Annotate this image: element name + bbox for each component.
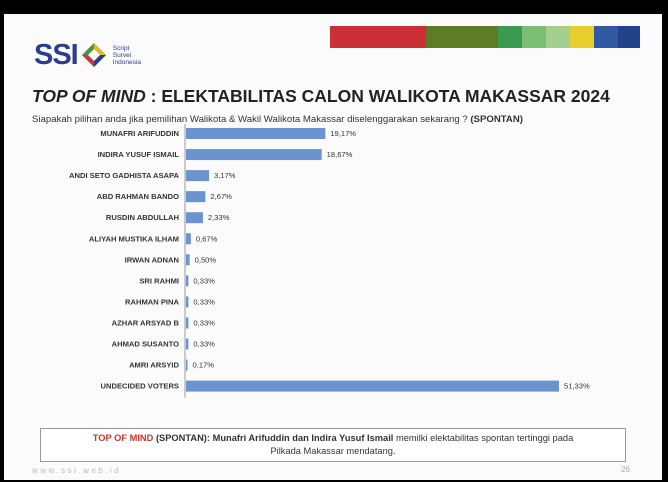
- color-strip-segment: [546, 26, 570, 48]
- note-label: TOP OF MIND: [92, 433, 154, 443]
- question-tag: (SPONTAN): [470, 114, 523, 125]
- logo-diamond-icon: [81, 43, 106, 67]
- footer-url: www.ssi.web.id: [32, 466, 122, 475]
- color-strip-segment: [498, 26, 522, 48]
- note-text: memilki elektabilitas spontan tertinggi …: [395, 433, 574, 443]
- title-rest: : ELEKTABILITAS CALON WALIKOTA MAKASSAR …: [150, 86, 610, 106]
- page-number: 26: [621, 465, 630, 474]
- bar: [186, 338, 189, 350]
- bar: [186, 212, 203, 224]
- value-label: 0,17%: [193, 361, 215, 370]
- bar: [186, 170, 210, 182]
- summary-note: TOP OF MIND (SPONTAN): Munafri Arifuddin…: [40, 428, 626, 462]
- logo-subtitle: Script Survei Indonesia: [113, 45, 153, 66]
- category-label: ABD RAHMAN BANDO: [97, 192, 179, 201]
- value-label: 18,67%: [327, 150, 353, 159]
- bar: [186, 254, 190, 266]
- color-strip-segment: [522, 26, 546, 48]
- ssi-logo: SSI Script Survei Indonesia: [34, 40, 153, 70]
- category-label: INDIRA YUSUF ISMAIL: [98, 150, 180, 159]
- category-label: AZHAR ARSYAD B: [112, 318, 180, 327]
- value-label: 0,33%: [193, 318, 215, 327]
- bar: [186, 128, 326, 139]
- bar: [186, 359, 188, 371]
- color-strip-segment: [618, 26, 640, 48]
- logo-sub-line: Indonesia: [112, 58, 141, 66]
- question-text: Siapakah pilihan anda jika pemilihan Wal…: [32, 114, 468, 125]
- bar: [186, 380, 559, 392]
- value-label: 0,33%: [193, 276, 215, 285]
- color-strip-segment: [330, 26, 426, 48]
- slide: SSI Script Survei Indonesia TOP OF MIND …: [4, 14, 662, 480]
- title-prefix: TOP OF MIND: [32, 86, 146, 106]
- value-label: 0,50%: [195, 255, 217, 264]
- category-label: ANDI SETO GADHISTA ASAPA: [69, 171, 179, 180]
- note-line-2: Pilkada Makassar mendatang.: [270, 446, 396, 456]
- color-strip-segment: [594, 26, 618, 48]
- bar: [186, 233, 191, 245]
- chart-question: Siapakah pilihan anda jika pemilihan Wal…: [32, 114, 523, 125]
- value-label: 0,33%: [193, 297, 215, 306]
- note-tag: (SPONTAN):: [155, 433, 210, 443]
- category-label: MUNAFRI ARIFUDDIN: [100, 129, 179, 138]
- chart-title: TOP OF MIND : ELEKTABILITAS CALON WALIKO…: [32, 86, 610, 107]
- color-strip-segment: [426, 26, 498, 48]
- logo-sub-line: Script: [112, 44, 130, 52]
- color-strip: [330, 26, 640, 48]
- value-label: 2,33%: [208, 213, 230, 222]
- bar: [186, 296, 189, 308]
- category-label: AHMAD SUSANTO: [112, 340, 179, 349]
- category-label: SRI RAHMI: [139, 276, 179, 285]
- note-line-1: TOP OF MIND (SPONTAN): Munafri Arifuddin…: [41, 432, 625, 445]
- category-label: ALIYAH MUSTIKA ILHAM: [89, 234, 179, 243]
- value-label: 2,67%: [210, 192, 232, 201]
- color-strip-segment: [570, 26, 594, 48]
- bar: [186, 149, 322, 161]
- category-label: RAHMAN PINA: [125, 297, 180, 306]
- category-label: UNDECIDED VOTERS: [101, 382, 179, 391]
- value-label: 3,17%: [214, 171, 236, 180]
- category-label: AMRI ARSYID: [129, 361, 179, 370]
- bar: [186, 191, 206, 203]
- value-label: 19,17%: [330, 129, 356, 138]
- bar-chart: MUNAFRI ARIFUDDIN 19,17% INDIRA YUSUF ISMA…: [69, 124, 590, 398]
- category-label: RUSDIN ABDULLAH: [106, 213, 179, 222]
- value-label: 51,33%: [564, 382, 590, 391]
- bar: [186, 275, 189, 287]
- value-label: 0,67%: [196, 234, 218, 243]
- value-label: 0,33%: [193, 340, 215, 349]
- note-names: Munafri Arifuddin dan Indira Yusuf Ismai…: [212, 433, 394, 443]
- logo-text: SSI: [34, 38, 79, 71]
- category-label: IRWAN ADNAN: [125, 255, 179, 264]
- logo-sub-line: Survei: [112, 51, 132, 59]
- bar: [186, 317, 189, 329]
